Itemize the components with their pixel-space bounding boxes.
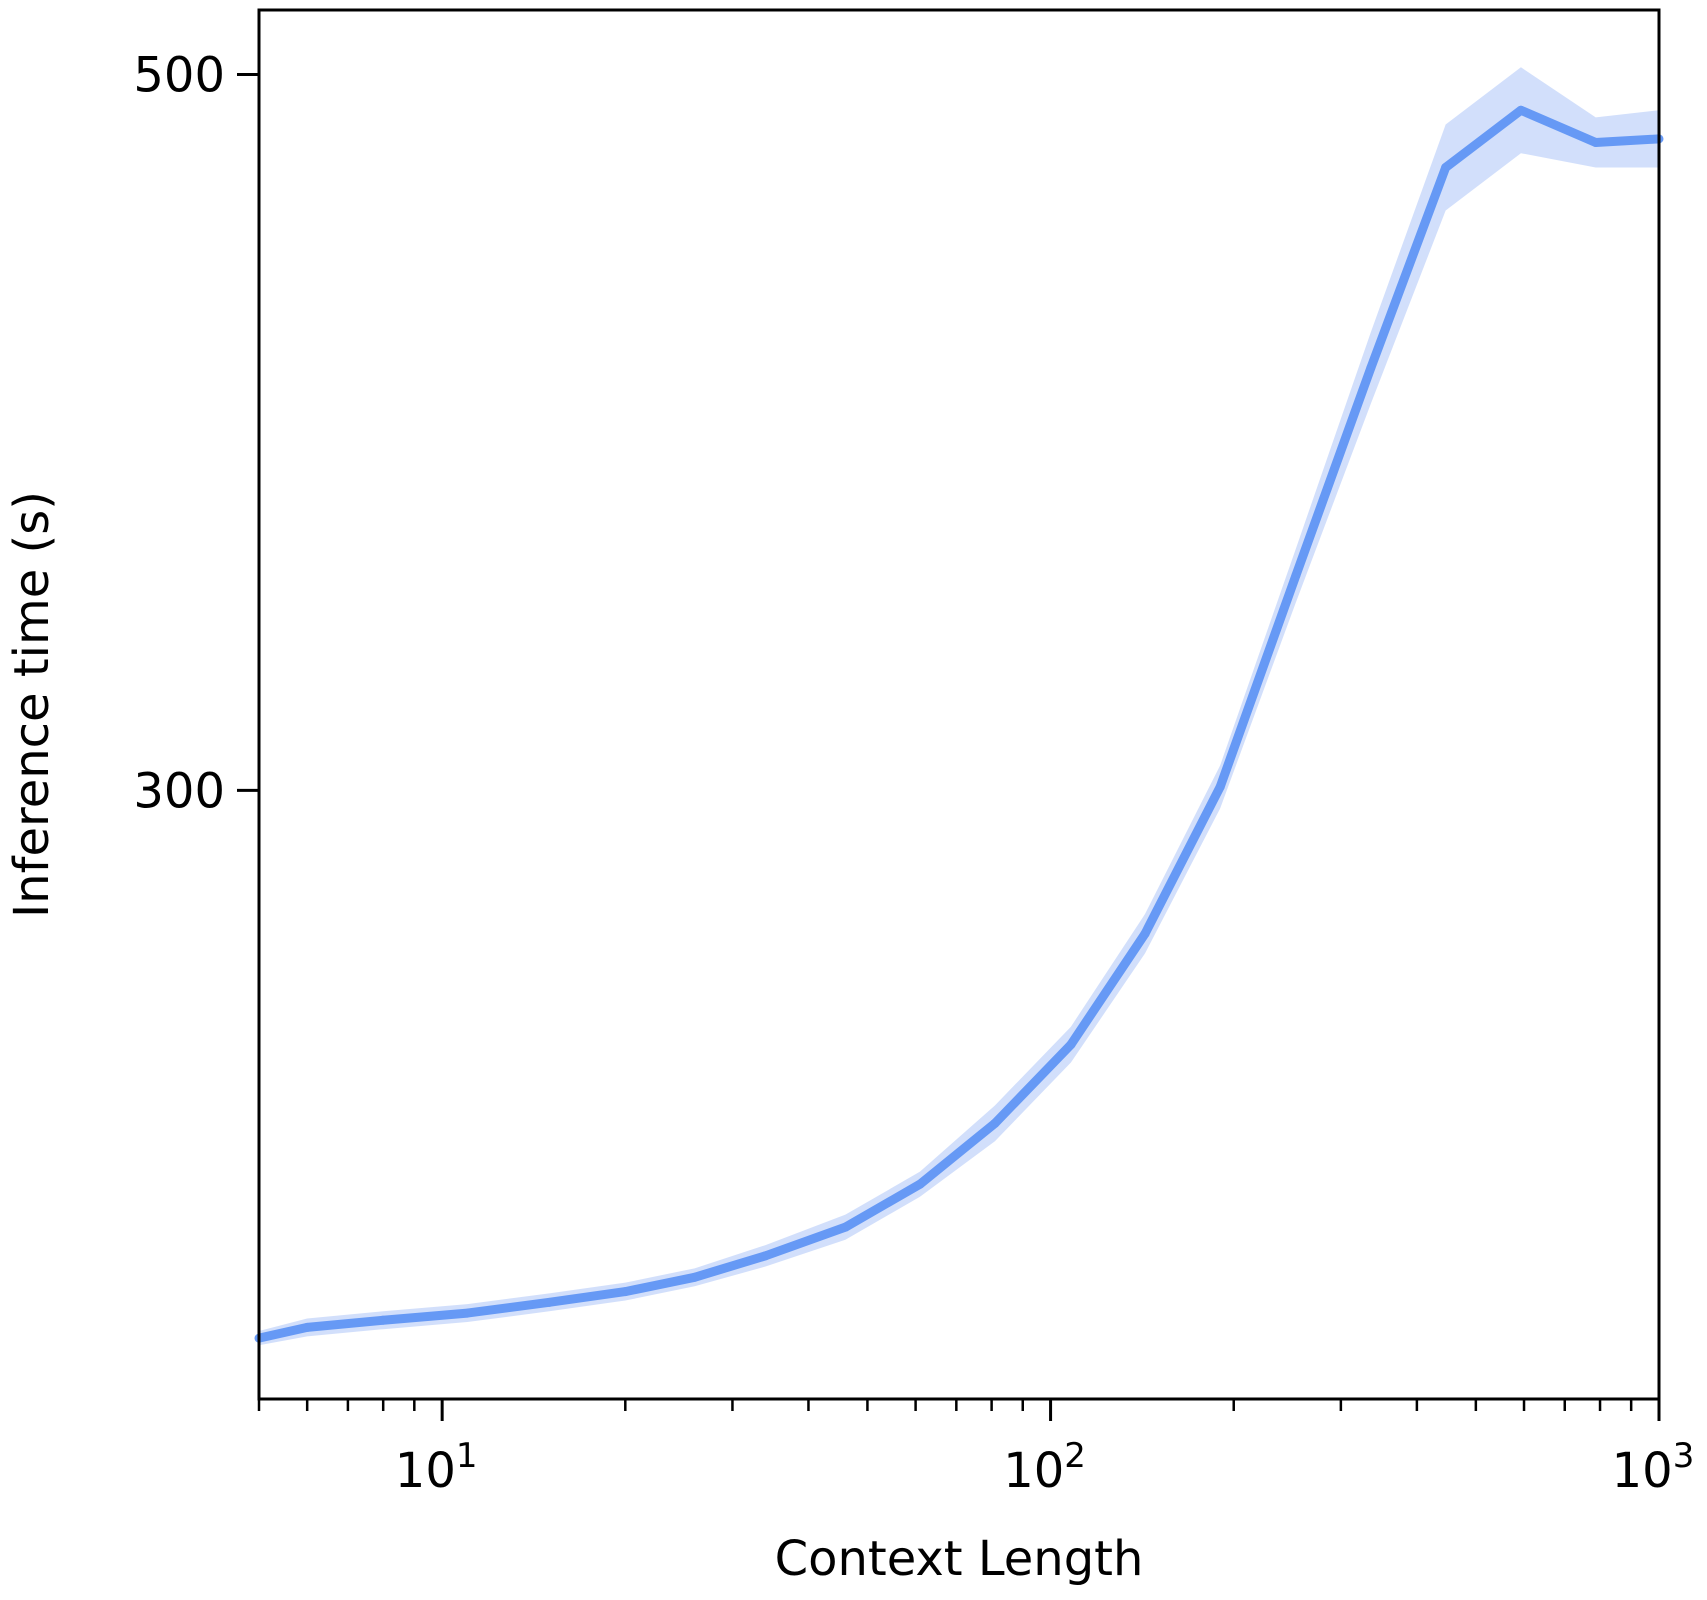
series-line-layer (254, 105, 1664, 1343)
data-point (990, 1118, 1000, 1128)
plot-frame (257, 8, 1661, 1401)
data-point (544, 1297, 554, 1307)
x-tick-label: 101 (395, 1436, 478, 1499)
data-point (1366, 363, 1376, 373)
data-point (1516, 105, 1526, 115)
x-tick-label: 103 (1612, 1436, 1695, 1499)
data-point (378, 1315, 388, 1325)
data-point (620, 1287, 630, 1297)
x-tick-label: 102 (1003, 1436, 1086, 1499)
data-point (1066, 1040, 1076, 1050)
data-point (462, 1308, 472, 1318)
data-point (761, 1251, 771, 1261)
data-point (1291, 571, 1301, 581)
data-point (690, 1272, 700, 1282)
data-point (302, 1322, 312, 1332)
x-axis-label: Context Length (775, 1531, 1144, 1587)
data-point (1215, 782, 1225, 792)
data-point (840, 1222, 850, 1232)
data-point (1140, 929, 1150, 939)
y-axis-ticks: 300 500 (133, 47, 259, 819)
series-line (258, 105, 1660, 1343)
x-axis-ticks: 101 102 103 (257, 1399, 1695, 1499)
y-tick-label: 500 (133, 47, 225, 103)
data-point (1591, 137, 1601, 147)
y-axis-label: Inference time (s) (4, 491, 60, 918)
data-point (1441, 163, 1451, 173)
data-point (915, 1179, 925, 1189)
y-tick-label: 300 (133, 763, 225, 819)
